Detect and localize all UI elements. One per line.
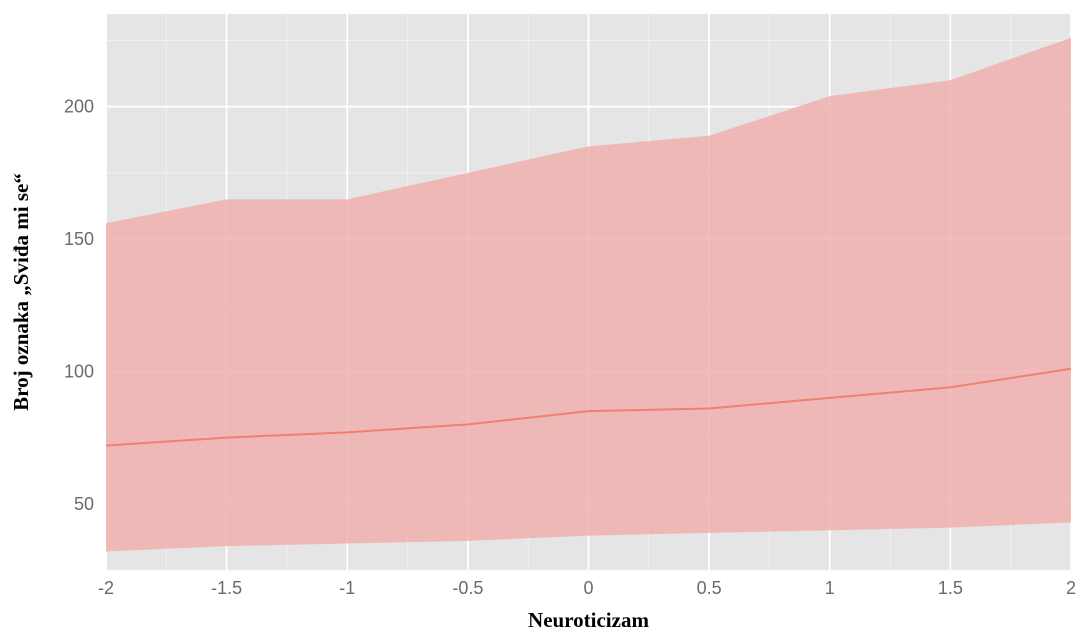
y-tick-labels: 50 100 150 200 <box>64 97 94 514</box>
y-tick-label: 200 <box>64 97 94 117</box>
y-tick-label: 50 <box>74 494 94 514</box>
y-axis-title: Broj oznaka „Sviđa mi se“ <box>9 173 33 411</box>
confidence-ribbon <box>106 37 1071 552</box>
x-tick-label: 0.5 <box>697 578 722 598</box>
x-tick-label: -0.5 <box>452 578 483 598</box>
x-tick-label: 0 <box>583 578 593 598</box>
x-tick-label: 2 <box>1066 578 1076 598</box>
x-tick-label: -1 <box>339 578 355 598</box>
x-tick-label: -1.5 <box>211 578 242 598</box>
y-tick-label: 150 <box>64 229 94 249</box>
fitted-line <box>105 367 1072 447</box>
x-tick-label: 1 <box>825 578 835 598</box>
x-axis-title: Neuroticizam <box>528 608 649 632</box>
y-tick-label: 100 <box>64 361 94 381</box>
x-tick-label: 1.5 <box>938 578 963 598</box>
x-tick-label: -2 <box>98 578 114 598</box>
x-tick-labels: -2 -1.5 -1 -0.5 0 0.5 1 1.5 2 <box>98 578 1076 598</box>
data-marks <box>105 37 1072 552</box>
